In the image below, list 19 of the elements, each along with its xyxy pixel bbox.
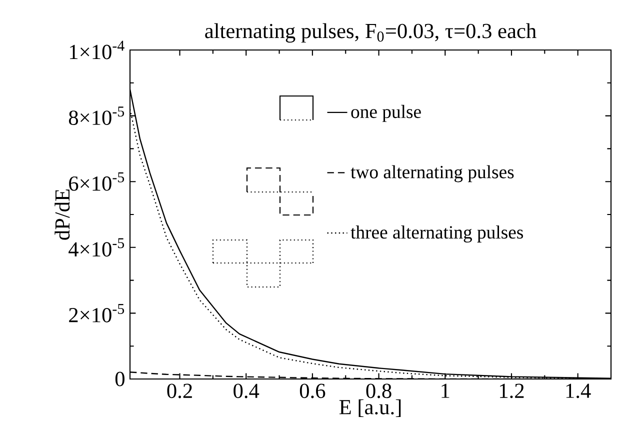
x-tick-label: 1.4	[566, 384, 591, 398]
legend-label: one pulse	[351, 104, 421, 122]
y-tick-label: 1×10$^{-4}$	[70, 40, 124, 60]
x-tick-label: 0.6	[300, 384, 326, 398]
y-tick-label: 8×10$^{-5}$	[68, 106, 124, 125]
legend-label: three alternating pulses	[350, 226, 523, 243]
y-tick-label: 6×10$^{-5}$	[69, 172, 124, 191]
y-axis-title: dP/dE	[54, 189, 70, 240]
chart-title: alternating pulses, F$_{0}$=0.03, τ=0.3 each	[205, 23, 536, 43]
x-tick-label: 1.2	[500, 384, 524, 398]
y-tick-label: 0	[115, 372, 124, 386]
x-tick-label: 0.8	[366, 384, 392, 398]
y-tick-label: 2×10$^{-5}$	[69, 304, 124, 322]
x-tick-label: 0.2	[167, 384, 192, 398]
x-tick-label: 0.4	[234, 384, 260, 398]
x-tick-label: 1	[442, 384, 450, 398]
x-axis-title: E [a.u.]	[339, 399, 401, 417]
y-tick-label: 4×10$^{-5}$	[68, 238, 124, 257]
legend-label: two alternating pulses	[350, 165, 514, 182]
